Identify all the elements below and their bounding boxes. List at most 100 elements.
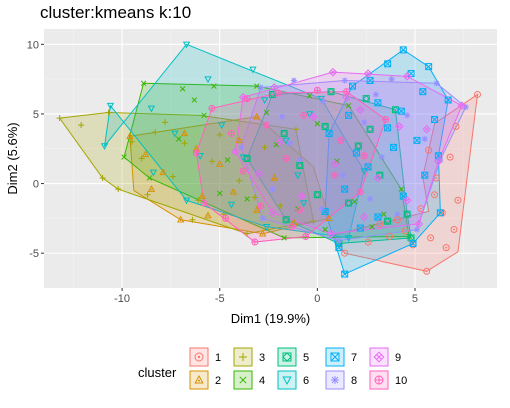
cluster-4-point bbox=[322, 226, 328, 233]
cluster-10-point bbox=[200, 199, 208, 207]
cluster-9-point bbox=[363, 69, 373, 78]
cluster-4-point bbox=[146, 175, 153, 181]
cluster-10-point bbox=[222, 214, 230, 222]
legend-label-3: 3 bbox=[259, 352, 265, 364]
cluster-5-point bbox=[403, 210, 411, 218]
cluster-7-point bbox=[384, 60, 392, 68]
cluster-5-point bbox=[362, 94, 370, 103]
cluster-4-point bbox=[314, 120, 321, 127]
cluster-9-point bbox=[457, 101, 467, 110]
legend-label-1: 1 bbox=[215, 352, 221, 364]
cluster-8-point bbox=[367, 195, 374, 202]
cluster-7-point bbox=[444, 96, 452, 104]
cluster-8-point bbox=[404, 112, 411, 119]
cluster-6-point bbox=[196, 152, 204, 160]
cluster-8-point bbox=[279, 113, 286, 120]
data-points bbox=[56, 41, 481, 278]
cluster-7-point bbox=[341, 185, 349, 193]
cluster-8-point bbox=[320, 98, 327, 105]
legend-key-3 bbox=[233, 347, 253, 367]
cluster-3-point bbox=[181, 140, 188, 147]
cluster-7-point bbox=[364, 163, 372, 171]
cluster-8-point bbox=[335, 237, 342, 244]
cluster-10-point bbox=[296, 206, 304, 214]
legend-label-6: 6 bbox=[303, 375, 309, 387]
x-tick-label: 5 bbox=[412, 293, 418, 305]
cluster-10-point bbox=[331, 171, 339, 179]
cluster-10-point bbox=[257, 202, 265, 210]
cluster-4-point bbox=[281, 235, 287, 241]
legend-label-10: 10 bbox=[395, 375, 407, 387]
cluster-3-point bbox=[128, 138, 135, 145]
legend-key-6 bbox=[277, 370, 297, 390]
y-tick-label: 5 bbox=[33, 109, 39, 121]
cluster-7-point bbox=[374, 99, 382, 107]
cluster-3-point bbox=[169, 173, 176, 180]
cluster-10-point bbox=[288, 223, 296, 231]
cluster-10-point bbox=[208, 104, 216, 112]
cluster-7-point bbox=[356, 224, 364, 232]
cluster-4-point bbox=[216, 190, 223, 197]
cluster-7-point bbox=[321, 207, 329, 215]
cluster-9-point bbox=[328, 67, 338, 77]
cluster-3-point bbox=[261, 144, 268, 151]
x-axis-title: Dim1 (19.9%) bbox=[231, 311, 310, 326]
cluster-8-point bbox=[296, 156, 303, 163]
cluster-1-point bbox=[452, 122, 460, 130]
cluster-8-point bbox=[413, 226, 420, 233]
cluster-6-point bbox=[171, 130, 179, 138]
cluster-10-point bbox=[302, 232, 310, 240]
cluster-6-point bbox=[249, 66, 257, 74]
cluster-6-point bbox=[360, 168, 368, 176]
cluster-1-point bbox=[454, 196, 462, 204]
cluster-4-point bbox=[140, 80, 147, 87]
cluster-8-point bbox=[394, 211, 401, 218]
cluster-5-point bbox=[383, 217, 392, 225]
cluster-10-point bbox=[300, 111, 308, 119]
cluster-7-point bbox=[335, 244, 343, 252]
cluster-3-point bbox=[216, 131, 223, 138]
cluster-2-point bbox=[141, 150, 150, 158]
cluster-1-point bbox=[446, 153, 454, 161]
cluster-3-point bbox=[162, 119, 169, 126]
legend-label-7: 7 bbox=[351, 352, 357, 364]
cluster-1-point bbox=[376, 220, 384, 228]
cluster-2-point bbox=[325, 214, 333, 222]
cluster-7-point bbox=[374, 213, 382, 221]
cluster-5-point bbox=[344, 199, 353, 207]
cluster-2-point bbox=[147, 185, 156, 192]
cluster-10-point bbox=[356, 188, 364, 196]
cluster-4-point bbox=[345, 102, 352, 109]
cluster-1-point bbox=[427, 234, 435, 242]
cluster-5-point bbox=[313, 190, 322, 199]
cluster-4-point bbox=[351, 198, 358, 205]
cluster-10-point bbox=[239, 167, 247, 175]
cluster-4-point bbox=[121, 154, 127, 160]
cluster-7-point bbox=[345, 111, 353, 119]
legend-label-9: 9 bbox=[395, 352, 401, 364]
y-tick-label: 10 bbox=[27, 39, 39, 51]
cluster-6-point bbox=[100, 143, 109, 151]
cluster-10-point bbox=[382, 116, 390, 124]
cluster-3-point bbox=[236, 177, 243, 184]
cluster-6-point bbox=[305, 111, 314, 118]
cluster-8-point bbox=[388, 76, 395, 83]
cluster-6-point bbox=[317, 95, 325, 103]
cluster-1-point bbox=[341, 249, 349, 257]
cluster-3-point bbox=[244, 230, 251, 237]
cluster-8-point bbox=[433, 80, 440, 87]
cluster-4-point bbox=[334, 158, 340, 165]
y-tick-label: -5 bbox=[29, 248, 39, 260]
cluster-9-point bbox=[268, 208, 277, 218]
cluster-1-point bbox=[417, 205, 425, 213]
cluster-7-point bbox=[436, 209, 444, 217]
cluster-2-point bbox=[216, 160, 224, 167]
cluster-8-point bbox=[378, 154, 385, 161]
cluster-9-point bbox=[434, 156, 443, 166]
cluster-8-point bbox=[421, 136, 428, 143]
cluster-9-point bbox=[231, 147, 240, 156]
cluster-8-point bbox=[341, 77, 348, 84]
cluster-6-point bbox=[106, 102, 115, 110]
cluster-7-point bbox=[352, 149, 360, 157]
legend: cluster 1 2 3 4 5 6 7 8 9 10 bbox=[138, 347, 407, 390]
